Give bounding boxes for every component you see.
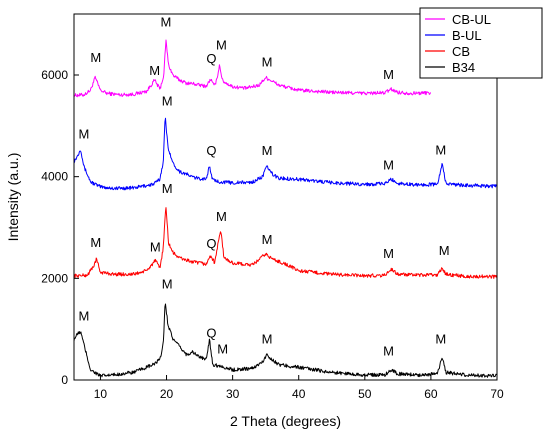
peak-label: M: [162, 181, 173, 196]
y-tick-label: 4000: [41, 170, 68, 184]
x-tick-label: 20: [160, 387, 174, 401]
y-axis-title: Intensity (a.u.): [5, 153, 21, 242]
x-tick-label: 70: [490, 387, 504, 401]
x-axis-title: 2 Theta (degrees): [230, 413, 341, 429]
series-layer: [73, 39, 498, 378]
peak-label: Q: [206, 236, 216, 251]
peak-label: M: [162, 277, 173, 292]
peak-label: M: [262, 143, 273, 158]
series-line-cb: [73, 207, 498, 279]
x-tick-label: 50: [358, 387, 372, 401]
series-line-b34: [73, 303, 498, 378]
y-tick-label: 6000: [41, 68, 68, 82]
peak-label: M: [439, 243, 450, 258]
peak-label: M: [216, 38, 227, 53]
peak-label: M: [149, 63, 160, 78]
x-tick-label: 60: [424, 387, 438, 401]
peak-label: M: [383, 67, 394, 82]
axis-layer: 10 20 30 40 50 60 70 0 2000 4000 6000: [41, 68, 504, 401]
peak-label: M: [217, 342, 228, 357]
x-tick-label: 30: [226, 387, 240, 401]
peak-label: M: [162, 94, 173, 109]
peak-label: M: [90, 50, 101, 65]
peak-label: M: [78, 309, 89, 324]
legend-label: B34: [452, 60, 475, 75]
peak-label: M: [150, 239, 161, 254]
peak-label: M: [262, 54, 273, 69]
peak-label: M: [160, 15, 171, 30]
peak-label: M: [90, 235, 101, 250]
peak-label: Q: [206, 51, 216, 66]
peak-label: M: [383, 158, 394, 173]
peak-label: M: [262, 331, 273, 346]
x-tick-label: 10: [94, 387, 108, 401]
legend-label: CB: [452, 44, 470, 59]
legend-box: [419, 7, 543, 79]
peak-label: Q: [206, 143, 216, 158]
peak-label: M: [216, 209, 227, 224]
peak-label: Q: [206, 325, 216, 340]
legend-label: B-UL: [452, 28, 482, 43]
plot-frame: [73, 13, 498, 381]
peak-label: M: [435, 331, 446, 346]
y-tick-label: 2000: [41, 271, 68, 285]
peak-label: M: [383, 344, 394, 359]
x-tick-label: 40: [292, 387, 306, 401]
series-line-b-ul: [73, 117, 498, 191]
peak-label: M: [78, 127, 89, 142]
legend-label: CB-UL: [452, 12, 491, 27]
series-line-cb-ul: [73, 39, 431, 98]
peak-label: M: [262, 232, 273, 247]
peak-label: M: [435, 142, 446, 157]
y-tick-label: 0: [61, 373, 68, 387]
peak-label: M: [383, 246, 394, 261]
